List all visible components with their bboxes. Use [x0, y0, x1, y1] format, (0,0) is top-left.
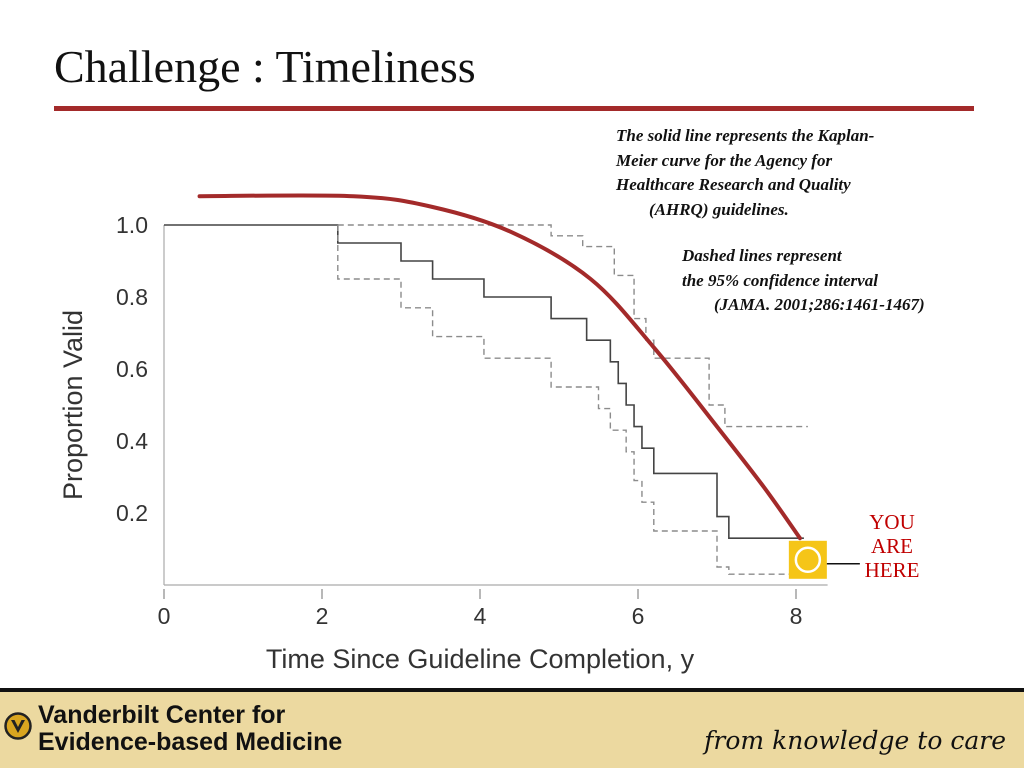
- org-name: Vanderbilt Center for Evidence-based Med…: [38, 702, 342, 756]
- you-are-here-word: HERE: [864, 558, 920, 582]
- series-step-dashed-upper: [337, 224, 808, 428]
- y-tick-label: 0.4: [116, 428, 148, 454]
- ahrq-note-line: (AHRQ) guidelines.: [649, 199, 789, 219]
- you-are-here-word: ARE: [871, 534, 913, 558]
- tagline: from knowledge to care: [704, 726, 1006, 755]
- ci-note-line: Dashed lines represent: [682, 246, 842, 265]
- x-tick-label: 2: [316, 603, 329, 629]
- you-are-here-word: YOU: [869, 510, 915, 534]
- y-tick-label: 0.6: [116, 356, 148, 382]
- x-tick-label: 4: [474, 603, 487, 629]
- ahrq-note: The solid line represents the Kaplan- Me…: [616, 124, 874, 222]
- y-axis-label: Proportion Valid: [58, 310, 88, 500]
- y-tick-label: 0.2: [116, 500, 148, 526]
- chart-series: [164, 193, 808, 575]
- x-axis-label: Time Since Guideline Completion, y: [266, 644, 695, 674]
- you-are-here-marker: [788, 540, 860, 579]
- ahrq-note-line: The solid line represents the Kaplan-: [616, 126, 875, 145]
- y-tick-label: 0.8: [116, 284, 148, 310]
- x-tick-label: 8: [790, 603, 803, 629]
- series-step-solid: [164, 224, 804, 539]
- x-tick-label: 6: [632, 603, 645, 629]
- y-tick-label: 1.0: [116, 212, 148, 238]
- ci-note-line: (JAMA. 2001;286:1461-1467): [714, 295, 925, 314]
- series-step-dashed-lower: [337, 225, 808, 575]
- org-name-line: Vanderbilt Center for: [38, 701, 286, 729]
- vanderbilt-seal-icon: [4, 712, 32, 740]
- ci-note: Dashed lines represent the 95% confidenc…: [682, 244, 925, 318]
- title-underline: [54, 106, 974, 111]
- marker-circle: [794, 546, 822, 574]
- chart-ticks: 0 2 4 6 8 0.2 0.4 0.6 0.8 1.0: [116, 212, 802, 629]
- ci-note-line: the 95% confidence interval: [682, 270, 878, 290]
- ahrq-note-line: Healthcare Research and Quality: [616, 175, 851, 194]
- org-name-line: Evidence-based Medicine: [38, 728, 343, 756]
- series-curve-red: [197, 193, 802, 541]
- you-are-here-label: YOU ARE HERE: [846, 510, 938, 582]
- chart-axes: [163, 225, 828, 586]
- x-tick-label: 0: [158, 603, 171, 629]
- slide-title: Challenge : Timeliness: [54, 41, 476, 92]
- km-chart: 0 2 4 6 8 0.2 0.4 0.6 0.8 1.0 Time Since Guidelin…: [58, 193, 860, 674]
- marker-box: [788, 540, 827, 579]
- ahrq-note-line: Meier curve for the Agency for: [616, 150, 833, 170]
- footer-bar: Vanderbilt Center for Evidence-based Med…: [0, 688, 1024, 768]
